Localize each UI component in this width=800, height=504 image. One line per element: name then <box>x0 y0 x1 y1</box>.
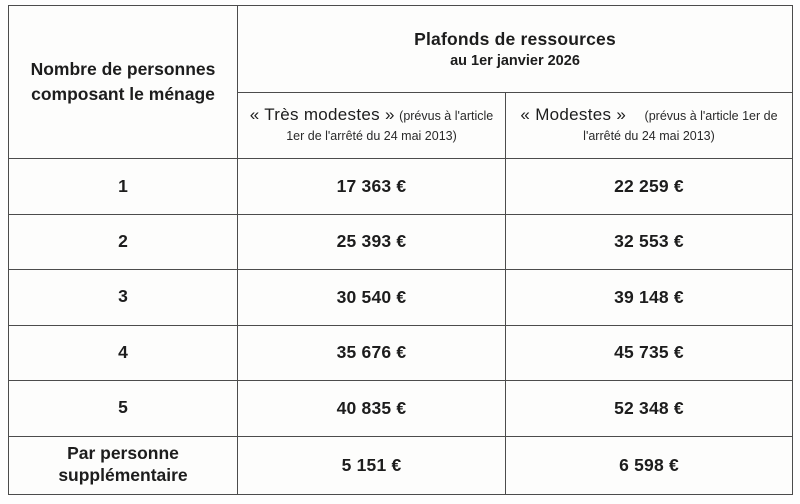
main-header-subtitle: au 1er janvier 2026 <box>450 52 580 69</box>
tres-modestes-amount: 40 835 € <box>237 380 506 437</box>
modestes-amount: 6 598 € <box>505 435 793 495</box>
household-size: 1 <box>8 158 238 215</box>
resource-ceilings-table: Nombre de personnes composant le ménage … <box>8 4 793 495</box>
tres-modestes-amount: 5 151 € <box>237 435 506 495</box>
table-row: Par personne supplémentaire 5 151 € 6 59… <box>8 435 793 495</box>
tres-modestes-amount: 35 676 € <box>237 324 506 382</box>
modestes-amount: 52 348 € <box>505 380 793 437</box>
tres-modestes-amount: 30 540 € <box>237 269 506 326</box>
modestes-column-header: « Modestes » (prévus à l'article 1er de … <box>505 91 793 160</box>
modestes-note: (prévus à l'article 1er de l'arrêté du 2… <box>583 108 778 144</box>
table-row: 4 35 676 € 45 735 € <box>8 324 793 382</box>
household-size: 3 <box>8 269 238 326</box>
tres-modestes-column-header: « Très modestes » (prévus à l'article 1e… <box>237 91 506 160</box>
modestes-amount: 22 259 € <box>505 158 793 215</box>
modestes-amount: 32 553 € <box>505 213 793 271</box>
modestes-label: « Modestes » <box>520 104 627 124</box>
table-row: 1 17 363 € 22 259 € <box>8 158 793 215</box>
modestes-amount: 39 148 € <box>505 269 793 326</box>
main-header-cell: Plafonds de ressources au 1er janvier 20… <box>237 5 793 93</box>
household-column-header: Nombre de personnes composant le ménage <box>8 4 238 160</box>
tres-modestes-amount: 25 393 € <box>237 213 506 271</box>
table-row: 3 30 540 € 39 148 € <box>8 269 793 326</box>
household-size: 5 <box>8 380 238 437</box>
modestes-amount: 45 735 € <box>505 324 793 382</box>
household-size: Par personne supplémentaire <box>8 435 238 495</box>
tres-modestes-label: « Très modestes » <box>249 104 395 124</box>
household-size: 2 <box>8 213 238 271</box>
header-row-sub: « Très modestes » (prévus à l'article 1e… <box>9 91 793 160</box>
tres-modestes-amount: 17 363 € <box>237 158 506 215</box>
header-row-main: Nombre de personnes composant le ménage … <box>8 4 793 160</box>
table-row: 5 40 835 € 52 348 € <box>8 380 793 437</box>
tres-modestes-note: (prévus à l'article 1er de l'arrêté du 2… <box>286 108 494 144</box>
table-row: 2 25 393 € 32 553 € <box>8 213 793 271</box>
main-header-title: Plafonds de ressources <box>414 28 616 49</box>
household-size: 4 <box>8 324 238 382</box>
